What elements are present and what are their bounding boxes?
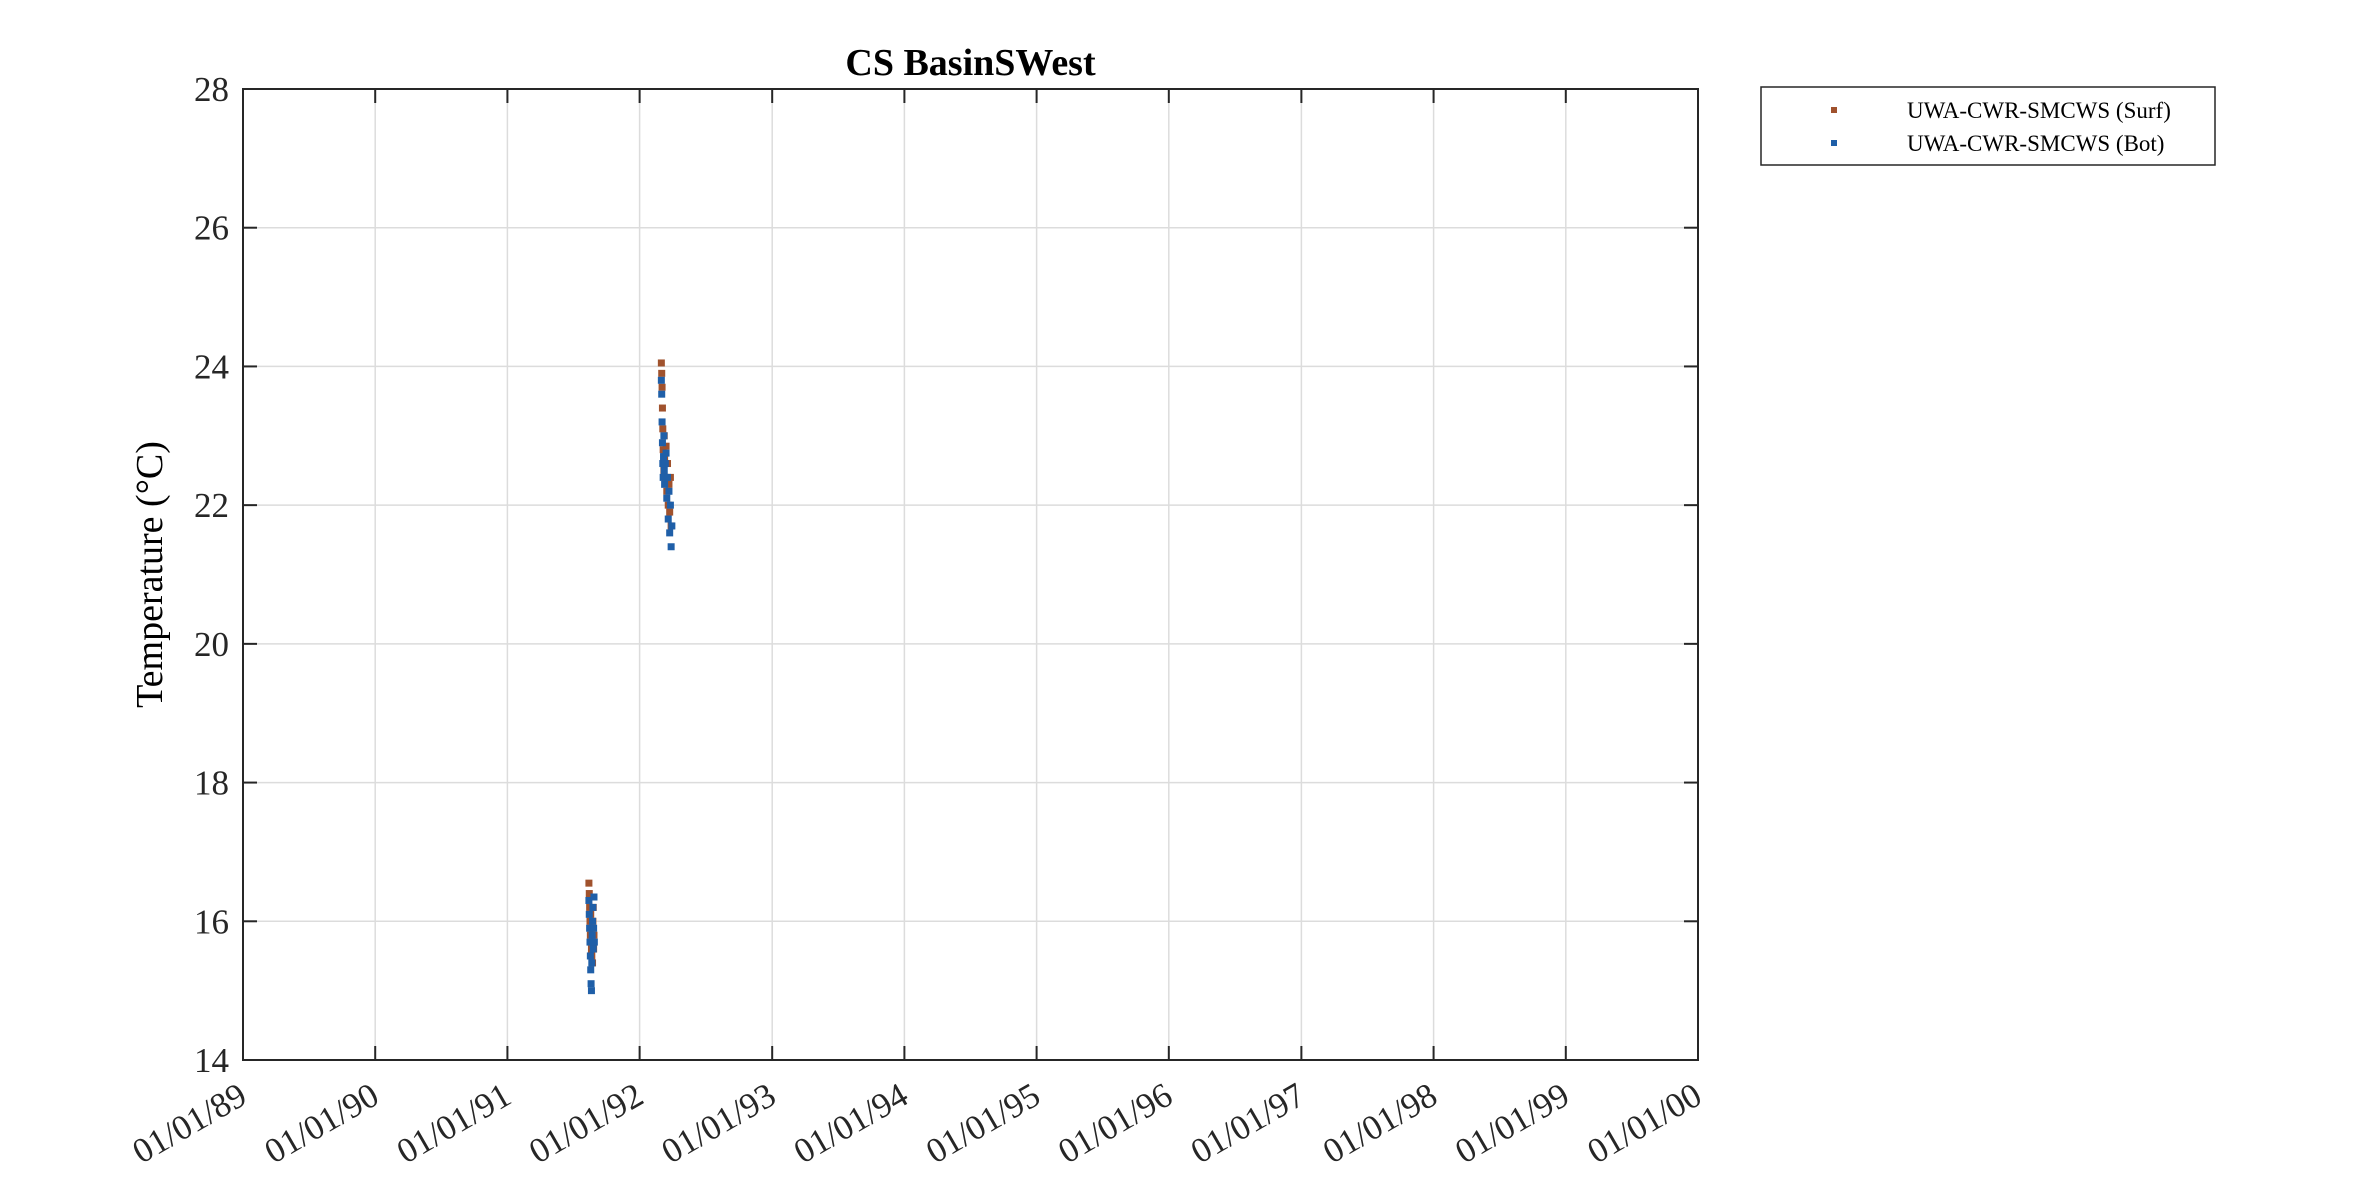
data-point <box>666 529 674 537</box>
y-tick-label: 18 <box>194 764 229 803</box>
data-point <box>587 987 595 995</box>
legend-marker-surf <box>1831 107 1837 113</box>
legend-marker-bot <box>1831 140 1837 146</box>
x-tick-label: 01/01/98 <box>1316 1075 1443 1171</box>
grid-lines <box>243 89 1698 1060</box>
data-point <box>657 376 665 384</box>
x-tick-label: 01/01/92 <box>522 1075 649 1171</box>
data-point <box>590 924 598 932</box>
data-point <box>661 460 669 468</box>
x-tick-label: 01/01/97 <box>1184 1075 1311 1171</box>
data-point <box>668 522 676 530</box>
y-tick-label: 22 <box>194 486 229 525</box>
data-point <box>585 879 593 887</box>
y-tick-label: 26 <box>194 209 229 248</box>
data-point <box>590 938 598 946</box>
x-tick-label: 01/01/93 <box>655 1075 782 1171</box>
data-point <box>666 508 674 516</box>
data-point <box>665 487 673 495</box>
x-tick-label: 01/01/91 <box>390 1075 517 1171</box>
data-point <box>664 515 672 523</box>
x-tick-labels: 01/01/89 01/01/90 01/01/91 01/01/92 01/01/93… <box>126 1075 1708 1171</box>
data-points <box>585 359 676 995</box>
data-point <box>660 466 668 474</box>
axis-ticks <box>242 88 1699 1061</box>
data-point <box>666 501 674 509</box>
data-point <box>662 449 670 457</box>
data-point <box>663 494 671 502</box>
data-point <box>657 359 665 367</box>
y-axis-label: Temperature (°C) <box>129 441 171 708</box>
legend-box <box>1760 86 2216 166</box>
data-point <box>662 442 670 450</box>
data-point <box>588 959 596 967</box>
data-point <box>658 390 666 398</box>
data-point <box>660 432 668 440</box>
legend: UWA-CWR-SMCWS (Surf) UWA-CWR-SMCWS (Bot) <box>1760 86 2216 166</box>
data-point <box>588 931 596 939</box>
y-tick-label: 24 <box>194 347 229 386</box>
series-bot <box>585 376 676 995</box>
series-surf <box>585 359 675 967</box>
data-point <box>585 896 593 904</box>
data-point <box>585 890 593 898</box>
data-point <box>590 893 598 901</box>
chart-title: CS BasinSWest <box>845 42 1096 84</box>
data-point <box>589 903 597 911</box>
data-point <box>589 917 597 925</box>
data-point <box>589 945 597 953</box>
data-point <box>586 924 594 932</box>
data-point <box>659 425 667 433</box>
data-point <box>664 473 672 481</box>
y-tick-label: 28 <box>194 70 229 109</box>
x-tick-label: 01/01/99 <box>1449 1075 1576 1171</box>
data-point <box>658 439 666 447</box>
y-tick-labels: 14 16 18 20 22 24 26 28 <box>194 70 229 1080</box>
data-point <box>658 418 666 426</box>
x-tick-label: 01/01/00 <box>1581 1075 1708 1171</box>
legend-label-bot: UWA-CWR-SMCWS (Bot) <box>1907 131 2164 156</box>
x-tick-label: 01/01/95 <box>919 1075 1046 1171</box>
data-point <box>667 543 675 551</box>
data-point <box>585 910 593 918</box>
plot-frame <box>242 88 1699 1061</box>
data-point <box>661 480 669 488</box>
y-tick-label: 16 <box>194 902 229 941</box>
data-point <box>665 480 673 488</box>
y-tick-label: 14 <box>194 1041 229 1080</box>
data-point <box>587 966 595 974</box>
data-point <box>659 473 667 481</box>
data-point <box>586 952 594 960</box>
data-point <box>587 980 595 988</box>
x-tick-label: 01/01/89 <box>126 1075 253 1171</box>
x-tick-label: 01/01/96 <box>1052 1075 1179 1171</box>
data-point <box>586 938 594 946</box>
data-point <box>658 404 666 412</box>
legend-label-surf: UWA-CWR-SMCWS (Surf) <box>1907 98 2171 123</box>
x-tick-label: 01/01/94 <box>787 1075 914 1171</box>
data-point <box>658 383 666 391</box>
x-tick-label: 01/01/90 <box>258 1075 385 1171</box>
y-tick-label: 20 <box>194 625 229 664</box>
data-point <box>658 369 666 377</box>
